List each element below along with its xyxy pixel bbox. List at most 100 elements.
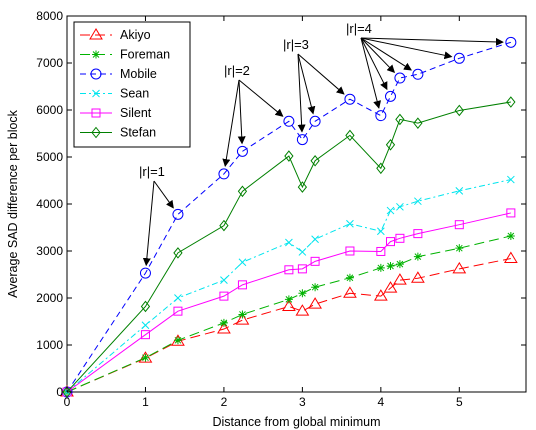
data-point-stefan <box>237 185 248 198</box>
annotation-arrow <box>360 37 412 71</box>
data-point-akiyo <box>503 251 518 264</box>
data-point-stefan <box>173 247 183 259</box>
data-point-silent <box>413 229 423 239</box>
data-point-stefan <box>395 113 405 126</box>
y-tick-label: 4000 <box>36 197 63 211</box>
legend-label: Foreman <box>120 48 170 62</box>
legend-label: Sean <box>120 87 149 101</box>
data-point-mobile <box>412 68 424 80</box>
x-tick-label: 5 <box>456 395 463 409</box>
data-point-stefan <box>284 150 294 162</box>
legend-marker <box>92 89 100 98</box>
annotation-arrow <box>153 180 174 209</box>
data-point-foreman <box>298 289 307 298</box>
data-point-silent <box>297 264 307 274</box>
data-point-akiyo <box>295 304 310 316</box>
annotation-arrow <box>360 37 396 74</box>
x-tick-label: 0 <box>64 395 71 409</box>
series-line-foreman <box>66 235 511 393</box>
data-point-silent <box>140 330 150 340</box>
data-point-foreman <box>238 310 247 319</box>
series-sean <box>63 175 515 396</box>
data-point-mobile <box>375 110 387 122</box>
annotation-label: |r|=3 <box>283 37 309 52</box>
annotation-arrow <box>360 37 382 109</box>
data-point-stefan <box>454 104 464 117</box>
data-point-sean <box>174 294 182 302</box>
data-point-mobile <box>139 267 151 279</box>
y-tick-label: 5000 <box>36 150 63 164</box>
data-point-stefan <box>297 181 308 193</box>
data-point-sean <box>346 219 354 228</box>
data-point-sean <box>220 276 228 284</box>
data-point-foreman <box>219 318 228 327</box>
series-line-silent <box>66 212 511 393</box>
annotation-arrow <box>237 79 246 145</box>
legend-marker <box>91 126 101 139</box>
data-point-mobile <box>394 72 406 84</box>
annotation-label: |r|=1 <box>139 164 165 179</box>
data-point-stefan <box>413 117 423 129</box>
annotation-arrow <box>238 79 284 117</box>
data-point-silent <box>506 208 516 218</box>
y-tick-label: 1000 <box>36 338 63 352</box>
data-point-akiyo <box>138 351 153 363</box>
data-point-silent <box>345 246 355 256</box>
data-point-mobile <box>309 115 321 127</box>
legend-marker <box>92 50 100 59</box>
data-point-silent <box>395 233 405 243</box>
data-point-foreman <box>311 283 320 292</box>
x-tick-label: 4 <box>378 395 385 409</box>
legend-entry-akiyo: Akiyo <box>80 28 151 42</box>
data-point-mobile <box>218 168 230 180</box>
annotation-arrow <box>297 53 306 133</box>
data-point-stefan <box>376 162 386 175</box>
data-point-foreman <box>506 231 515 240</box>
data-point-sean <box>285 238 293 247</box>
legend-label: Silent <box>120 106 152 120</box>
legend-label: Mobile <box>120 67 157 81</box>
y-tick-label: 7000 <box>36 56 63 70</box>
data-point-silent <box>454 220 464 230</box>
y-tick-label: 3000 <box>36 244 63 258</box>
data-point-foreman <box>376 263 385 272</box>
legend-box <box>73 21 191 148</box>
annotation-arrow <box>297 53 316 115</box>
series-line-sean <box>66 179 511 393</box>
data-point-stefan <box>385 138 396 151</box>
data-point-akiyo <box>308 297 322 309</box>
y-tick-label: 6000 <box>36 103 63 117</box>
annotation-arrow <box>360 37 388 91</box>
legend-marker <box>89 28 103 40</box>
data-point-akiyo <box>452 261 467 274</box>
legend-entry-silent: Silent <box>80 106 152 120</box>
data-point-sean <box>141 321 150 330</box>
y-tick-label: 0 <box>56 385 63 399</box>
data-point-mobile <box>505 36 517 48</box>
data-point-silent <box>284 265 294 275</box>
data-point-akiyo <box>373 289 388 301</box>
data-point-stefan <box>345 129 355 142</box>
data-point-foreman <box>284 295 293 304</box>
data-point-foreman <box>455 244 464 253</box>
data-point-mobile <box>344 93 356 105</box>
x-tick-label: 1 <box>142 395 149 409</box>
data-point-akiyo <box>383 281 398 293</box>
data-point-foreman <box>141 353 150 362</box>
data-point-stefan <box>62 386 72 398</box>
series-line-stefan <box>66 101 511 393</box>
series-line-mobile <box>66 41 512 393</box>
data-point-foreman <box>173 336 182 345</box>
data-point-silent <box>376 246 386 256</box>
data-point-mobile <box>296 134 308 146</box>
data-point-mobile <box>172 208 184 220</box>
series-stefan <box>62 96 516 398</box>
legend-marker <box>90 68 102 80</box>
legend-label: Akiyo <box>120 28 151 42</box>
annotation-arrow <box>142 180 155 267</box>
annotation-label: |r|=2 <box>224 63 250 78</box>
legend-entry-sean: Sean <box>80 87 149 101</box>
data-point-sean <box>298 248 307 256</box>
annotation-arrow <box>360 37 504 46</box>
data-point-stefan <box>140 300 151 313</box>
